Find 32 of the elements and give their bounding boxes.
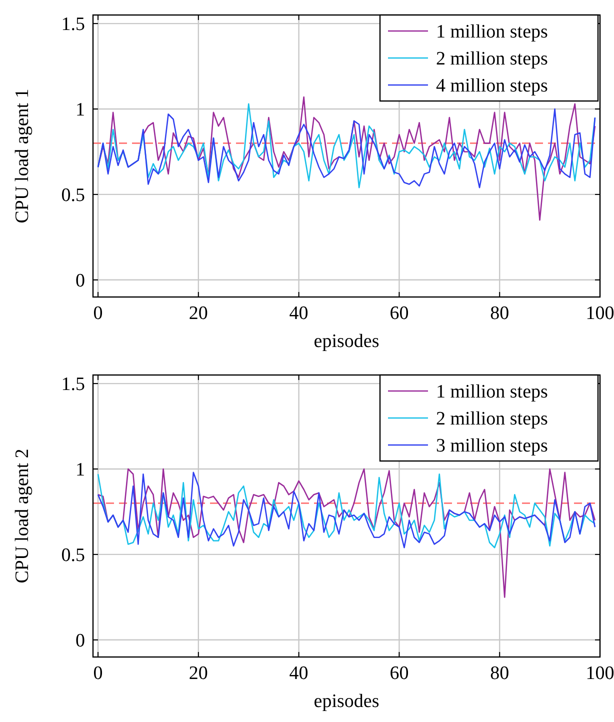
y-tick-label: 0 [76,630,85,652]
y-axis-title: CPU load agent 1 [12,88,33,224]
y-tick-label: 0 [76,270,85,292]
y-tick-label: 1 [76,100,85,121]
x-tick-label: 100 [586,663,614,684]
y-axis-title: CPU load agent 2 [12,448,33,584]
x-axis-title: episodes [314,691,380,712]
y-tick-label: 1.5 [61,14,85,36]
x-tick-label: 60 [390,663,409,684]
x-tick-label: 0 [93,303,103,324]
x-tick-label: 60 [390,303,409,324]
legend-label: 3 million steps [436,436,548,457]
legend-label: 2 million steps [436,48,548,70]
x-tick-label: 0 [93,663,103,684]
y-tick-label: 0.5 [61,545,85,566]
x-tick-label: 20 [188,663,208,684]
x-tick-label: 80 [490,663,510,684]
x-tick-label: 40 [289,663,308,684]
y-tick-label: 1 [76,460,85,481]
line-series [97,468,596,598]
x-tick-label: 40 [289,303,308,324]
x-axis-title: episodes [314,331,380,352]
line-series [97,96,596,221]
legend-label: 1 million steps [436,382,548,403]
legend-label: 1 million steps [436,22,548,43]
legend-label: 2 million steps [436,408,548,430]
x-tick-label: 100 [586,303,614,324]
x-tick-label: 80 [490,303,510,324]
y-tick-label: 1.5 [61,374,85,396]
legend-label: 4 million steps [436,76,548,97]
y-tick-label: 0.5 [61,185,85,206]
x-tick-label: 20 [188,303,208,324]
